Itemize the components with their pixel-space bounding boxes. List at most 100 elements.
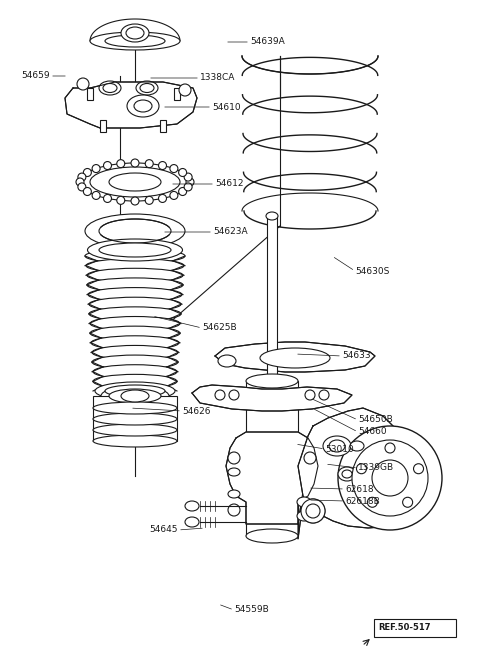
Ellipse shape (90, 326, 180, 340)
Circle shape (338, 426, 442, 530)
Ellipse shape (228, 490, 240, 498)
Polygon shape (226, 432, 318, 524)
Ellipse shape (109, 389, 161, 403)
Text: 54630S: 54630S (355, 266, 389, 276)
Circle shape (179, 169, 187, 176)
Text: 54659: 54659 (22, 72, 50, 81)
Ellipse shape (93, 424, 177, 436)
Circle shape (215, 390, 225, 400)
Circle shape (84, 169, 91, 176)
Circle shape (92, 165, 100, 173)
Ellipse shape (95, 382, 175, 400)
Circle shape (184, 173, 192, 181)
Ellipse shape (93, 413, 177, 425)
Bar (174, 88, 180, 100)
Ellipse shape (246, 374, 298, 388)
Ellipse shape (323, 436, 351, 456)
Polygon shape (298, 421, 388, 539)
Circle shape (145, 196, 153, 205)
Ellipse shape (90, 32, 180, 50)
Circle shape (179, 188, 187, 195)
Ellipse shape (99, 81, 121, 95)
Circle shape (304, 504, 316, 516)
Text: 54660: 54660 (358, 428, 386, 436)
Ellipse shape (342, 470, 352, 478)
Ellipse shape (87, 268, 183, 282)
Ellipse shape (185, 501, 199, 511)
Bar (246, 381, 298, 536)
Ellipse shape (185, 517, 199, 527)
Ellipse shape (105, 35, 165, 47)
Ellipse shape (228, 468, 240, 476)
Ellipse shape (86, 258, 184, 273)
Ellipse shape (89, 307, 181, 321)
Bar (100, 120, 106, 132)
Circle shape (76, 178, 84, 186)
Circle shape (77, 78, 89, 90)
Bar (87, 88, 93, 100)
Circle shape (104, 194, 111, 203)
Ellipse shape (350, 441, 364, 451)
Circle shape (228, 452, 240, 464)
Circle shape (319, 390, 329, 400)
Ellipse shape (266, 212, 278, 220)
Ellipse shape (90, 316, 180, 331)
Ellipse shape (99, 243, 171, 257)
Ellipse shape (329, 440, 345, 452)
Text: 54639A: 54639A (250, 37, 285, 47)
Circle shape (78, 183, 86, 191)
Circle shape (158, 194, 167, 203)
Circle shape (117, 196, 125, 205)
Ellipse shape (85, 249, 185, 263)
Polygon shape (65, 82, 197, 128)
Ellipse shape (218, 355, 236, 367)
Circle shape (304, 452, 316, 464)
Circle shape (186, 178, 194, 186)
Ellipse shape (93, 365, 177, 379)
Text: 1339GB: 1339GB (358, 464, 394, 472)
Circle shape (229, 390, 239, 400)
Polygon shape (298, 408, 423, 528)
Circle shape (403, 497, 413, 507)
Circle shape (170, 165, 178, 173)
Circle shape (84, 188, 91, 195)
Circle shape (104, 161, 111, 169)
Ellipse shape (297, 497, 311, 507)
Bar (267, 216, 277, 381)
Ellipse shape (93, 402, 177, 414)
Text: 54559B: 54559B (234, 605, 269, 615)
Bar (93, 396, 177, 441)
Circle shape (131, 159, 139, 167)
Circle shape (414, 464, 423, 474)
Circle shape (228, 504, 240, 516)
Text: 54612: 54612 (215, 180, 243, 188)
Ellipse shape (92, 355, 178, 369)
Ellipse shape (99, 219, 171, 243)
Ellipse shape (121, 390, 149, 402)
Circle shape (158, 161, 167, 169)
Circle shape (170, 192, 178, 199)
Ellipse shape (93, 435, 177, 447)
Circle shape (78, 173, 86, 181)
Text: 54645: 54645 (149, 525, 178, 535)
Circle shape (357, 464, 366, 474)
Text: 54610: 54610 (212, 102, 240, 112)
Ellipse shape (134, 100, 152, 112)
Text: 54623A: 54623A (213, 228, 248, 237)
Ellipse shape (127, 95, 159, 117)
Ellipse shape (87, 239, 182, 261)
Ellipse shape (90, 167, 180, 197)
Circle shape (385, 443, 395, 453)
Ellipse shape (92, 346, 178, 359)
Text: 54633: 54633 (342, 352, 371, 361)
Ellipse shape (87, 278, 183, 292)
Circle shape (131, 197, 139, 205)
Circle shape (301, 499, 325, 523)
Bar (160, 120, 166, 132)
Text: REF.50-517: REF.50-517 (378, 623, 431, 632)
Ellipse shape (91, 336, 179, 350)
Ellipse shape (140, 83, 154, 92)
Ellipse shape (88, 287, 182, 302)
Text: 62618: 62618 (345, 485, 373, 493)
Circle shape (179, 84, 191, 96)
